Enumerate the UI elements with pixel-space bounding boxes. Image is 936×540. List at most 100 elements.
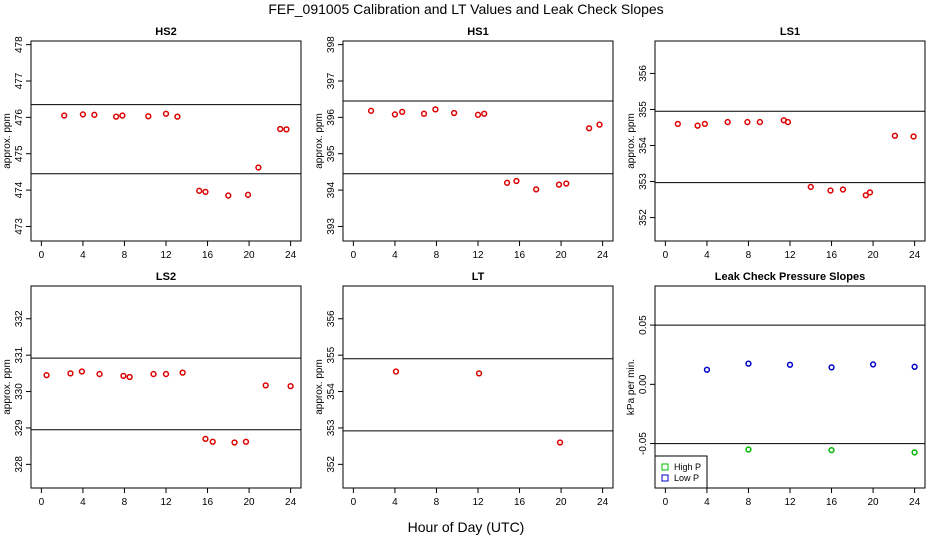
data-point [556, 439, 564, 446]
x-tick-label: 12 [784, 497, 796, 508]
x-tick-label: 12 [160, 250, 172, 261]
data-point [202, 435, 209, 443]
x-tick-label: 0 [663, 497, 669, 508]
x-tick-label: 24 [597, 497, 609, 508]
y-tick-label: 393 [326, 218, 337, 235]
data-point [196, 187, 203, 194]
data-point [432, 106, 439, 113]
y-tick-label: 395 [326, 145, 337, 162]
data-point [724, 118, 731, 126]
y-tick-label: 355 [638, 101, 649, 118]
y-tick-label: 352 [326, 456, 337, 473]
data-point [745, 360, 752, 367]
y-tick-label: -0.05 [638, 432, 649, 455]
panel-title: HS2 [155, 26, 176, 38]
legend-box [654, 455, 708, 489]
data-point [911, 363, 918, 370]
data-point [119, 112, 126, 119]
x-tick-label: 16 [826, 250, 838, 261]
data-point [91, 111, 98, 118]
x-tick-label: 20 [556, 497, 568, 508]
y-tick-label: 355 [326, 346, 337, 363]
data-point [744, 118, 751, 126]
series-values [367, 106, 603, 193]
data-point [61, 112, 68, 119]
data-point [420, 110, 428, 117]
y-axis-label: kPa per min. [626, 359, 637, 415]
data-point [78, 368, 86, 375]
x-tick-label: 20 [244, 497, 256, 508]
data-point [828, 364, 835, 371]
x-tick-label: 16 [514, 250, 526, 261]
data-point [277, 125, 284, 133]
data-point [533, 186, 540, 193]
y-tick-label: 331 [14, 346, 25, 363]
panel-hs1: HS1 0 4 8 12 16 20 24 393 394 395 396 397 398 approx. … [314, 26, 614, 261]
figure-xlabel: Hour of Day (UTC) [408, 519, 525, 535]
data-point [202, 188, 209, 196]
x-tick-label: 8 [746, 497, 752, 508]
legend-marker [661, 463, 669, 471]
x-tick-label: 24 [597, 250, 609, 261]
x-tick-label: 8 [746, 250, 752, 261]
x-tick-label: 24 [909, 497, 921, 508]
x-tick-label: 4 [704, 250, 710, 261]
data-point [701, 120, 708, 128]
x-tick-label: 16 [202, 250, 214, 261]
data-point [113, 113, 120, 120]
data-point [839, 186, 847, 193]
data-point [231, 439, 238, 446]
series-values [674, 117, 917, 199]
data-point [784, 118, 792, 126]
data-point [120, 372, 127, 380]
y-tick-label: 396 [326, 109, 337, 126]
x-tick-label: 24 [285, 250, 297, 261]
data-point [862, 192, 869, 199]
data-point [674, 120, 681, 128]
data-point [891, 132, 899, 139]
data-point [694, 122, 701, 129]
y-tick-label: 478 [14, 36, 25, 53]
series-values [392, 368, 564, 446]
panel-title: LS1 [780, 26, 800, 38]
data-point [828, 446, 835, 454]
y-tick-label: 476 [14, 109, 25, 126]
x-tick-label: 16 [514, 497, 526, 508]
data-point [367, 107, 375, 114]
x-tick-label: 12 [784, 250, 796, 261]
y-tick-label: 473 [14, 218, 25, 235]
y-axis-label: approx. ppm [314, 359, 325, 415]
data-point [255, 164, 262, 171]
x-tick-label: 4 [704, 497, 710, 508]
chart-panels: HS2 0 4 8 12 16 20 24 473 474 475 476 477 478 approx. … [2, 26, 926, 508]
y-axis-label: approx. ppm [2, 113, 13, 169]
x-tick-label: 8 [122, 497, 128, 508]
x-tick-label: 20 [556, 250, 568, 261]
x-tick-label: 24 [285, 497, 297, 508]
data-point [745, 446, 752, 453]
data-point [786, 361, 794, 368]
data-point [481, 110, 488, 117]
data-point [866, 189, 874, 196]
y-tick-label: 354 [326, 383, 337, 400]
series-values [43, 368, 294, 446]
data-point [287, 382, 294, 390]
y-tick-label: 398 [326, 36, 337, 53]
data-point [179, 369, 186, 376]
panel-title: HS1 [467, 26, 488, 38]
series-high-p [745, 446, 918, 456]
y-axis-label: approx. ppm [314, 113, 325, 169]
x-tick-label: 12 [472, 497, 484, 508]
plot-frame [654, 40, 926, 242]
y-axis-label: approx. ppm [2, 359, 13, 415]
data-point [174, 113, 181, 120]
data-point [555, 181, 563, 188]
y-tick-label: 329 [14, 419, 25, 436]
data-point [96, 370, 103, 378]
panel-ls1: LS1 0 4 8 12 16 20 24 352 353 354 355 356 approx. ppm [626, 26, 926, 261]
data-point [910, 133, 917, 140]
data-point [827, 187, 834, 194]
y-tick-label: 477 [14, 72, 25, 89]
x-tick-label: 4 [80, 250, 86, 261]
